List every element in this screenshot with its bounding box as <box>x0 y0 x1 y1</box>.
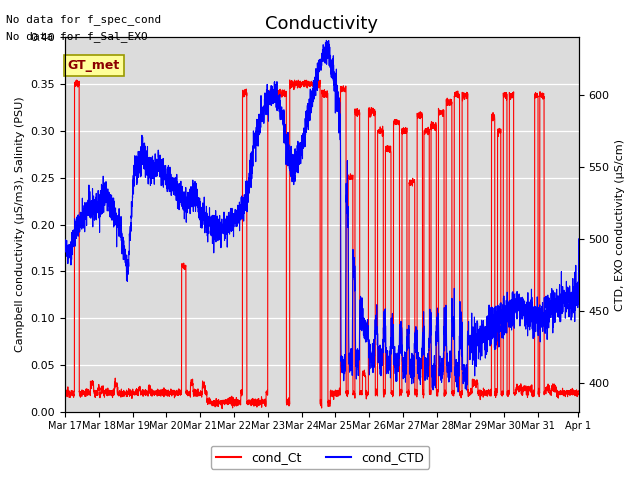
Text: No data for f_Sal_EXO: No data for f_Sal_EXO <box>6 31 148 42</box>
Legend: cond_Ct, cond_CTD: cond_Ct, cond_CTD <box>211 446 429 469</box>
Y-axis label: CTD, EXO conductivity (μS/cm): CTD, EXO conductivity (μS/cm) <box>615 139 625 311</box>
Title: Conductivity: Conductivity <box>266 15 378 33</box>
Y-axis label: Campbell conductivity (μS/m3), Salinity (PSU): Campbell conductivity (μS/m3), Salinity … <box>15 96 25 352</box>
Text: No data for f_spec_cond: No data for f_spec_cond <box>6 14 162 25</box>
Text: GT_met: GT_met <box>68 59 120 72</box>
